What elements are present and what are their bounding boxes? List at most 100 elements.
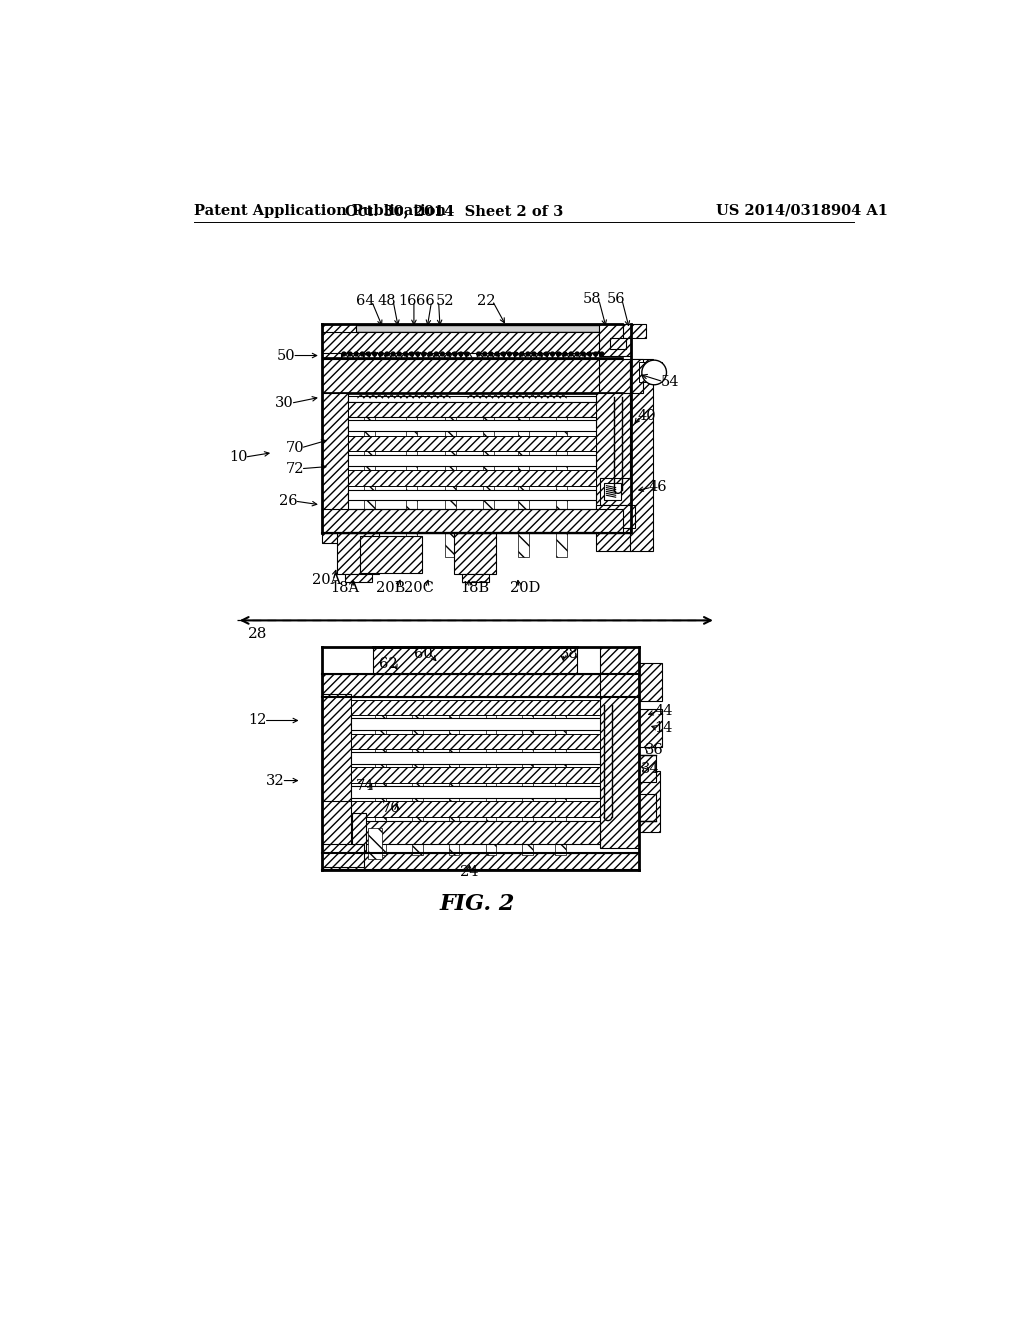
Bar (337, 533, 379, 574)
Text: Oct. 30, 2014  Sheet 2 of 3: Oct. 30, 2014 Sheet 2 of 3 (345, 203, 563, 218)
Text: 58: 58 (584, 292, 602, 306)
Text: 18B: 18B (460, 581, 489, 595)
Circle shape (391, 352, 395, 356)
Text: 20B: 20B (376, 581, 406, 595)
Text: 46: 46 (648, 480, 668, 494)
Text: Patent Application Publication: Patent Application Publication (195, 203, 446, 218)
Text: 40: 40 (637, 409, 655, 424)
Text: 20D: 20D (510, 581, 541, 595)
Circle shape (600, 352, 604, 356)
Circle shape (563, 352, 566, 356)
Circle shape (453, 352, 457, 356)
Bar (351, 801, 600, 817)
Circle shape (557, 352, 560, 356)
Bar (449, 701, 460, 855)
Bar (596, 393, 631, 552)
Bar (345, 574, 372, 582)
Bar (348, 490, 596, 500)
Circle shape (520, 352, 523, 356)
Bar (351, 785, 600, 797)
Text: 12: 12 (249, 714, 267, 727)
Text: 18A: 18A (330, 581, 359, 595)
Bar (610, 338, 626, 348)
Bar (351, 821, 600, 843)
Bar (373, 647, 578, 675)
Bar (639, 663, 662, 701)
Bar (322, 801, 351, 863)
Text: 36: 36 (645, 743, 664, 756)
Bar (322, 358, 624, 359)
Bar (351, 718, 600, 730)
Bar (639, 709, 662, 747)
Circle shape (422, 352, 426, 356)
Bar (322, 348, 341, 358)
Bar (624, 323, 646, 338)
Text: 76: 76 (382, 800, 400, 814)
Circle shape (588, 352, 592, 356)
Text: 28: 28 (248, 627, 267, 642)
Text: 10: 10 (229, 450, 248, 465)
Circle shape (403, 352, 408, 356)
Circle shape (446, 352, 451, 356)
Text: FIG. 2: FIG. 2 (439, 892, 515, 915)
Bar (348, 470, 596, 486)
Circle shape (532, 352, 536, 356)
Bar (600, 478, 631, 506)
Bar (599, 359, 631, 393)
Text: 26: 26 (280, 494, 298, 508)
Circle shape (342, 352, 346, 356)
Text: 16: 16 (398, 294, 417, 308)
Bar (348, 396, 596, 401)
Bar (639, 771, 660, 832)
Bar (368, 829, 382, 859)
Bar (521, 701, 532, 855)
Circle shape (379, 352, 383, 356)
Bar (556, 407, 567, 557)
Bar (604, 483, 621, 500)
Bar (555, 701, 565, 855)
Bar (462, 574, 488, 582)
Circle shape (483, 352, 486, 356)
Text: 52: 52 (435, 294, 454, 308)
Bar (444, 407, 456, 557)
Text: 24: 24 (460, 865, 478, 879)
Circle shape (502, 352, 505, 356)
Bar (360, 536, 422, 573)
Circle shape (385, 352, 389, 356)
Text: 66: 66 (416, 294, 435, 308)
Circle shape (551, 352, 554, 356)
Text: US 2014/0318904 A1: US 2014/0318904 A1 (716, 203, 888, 218)
Circle shape (594, 352, 598, 356)
Text: 20A: 20A (312, 573, 342, 587)
Bar (630, 359, 643, 393)
Text: 44: 44 (654, 705, 673, 718)
Text: 30: 30 (275, 396, 294, 411)
Bar (599, 323, 631, 356)
Bar (351, 700, 600, 715)
Text: 62: 62 (379, 657, 397, 672)
Bar (322, 675, 368, 688)
Bar (322, 853, 639, 870)
Text: 56: 56 (606, 292, 625, 306)
Circle shape (397, 352, 401, 356)
Bar (518, 407, 528, 557)
Circle shape (582, 352, 586, 356)
Bar (351, 734, 600, 748)
Text: 48: 48 (378, 294, 396, 308)
Bar (351, 752, 600, 763)
Bar (352, 813, 367, 851)
Circle shape (496, 352, 499, 356)
Text: 22: 22 (477, 294, 496, 308)
Bar (376, 701, 386, 855)
Circle shape (440, 352, 444, 356)
Circle shape (428, 352, 432, 356)
Text: 32: 32 (266, 774, 285, 788)
Bar (322, 392, 624, 395)
Bar (351, 767, 600, 783)
Circle shape (575, 352, 580, 356)
Circle shape (514, 352, 517, 356)
Bar (322, 359, 622, 393)
Bar (596, 504, 635, 528)
Bar (413, 701, 423, 855)
Bar (630, 359, 652, 552)
